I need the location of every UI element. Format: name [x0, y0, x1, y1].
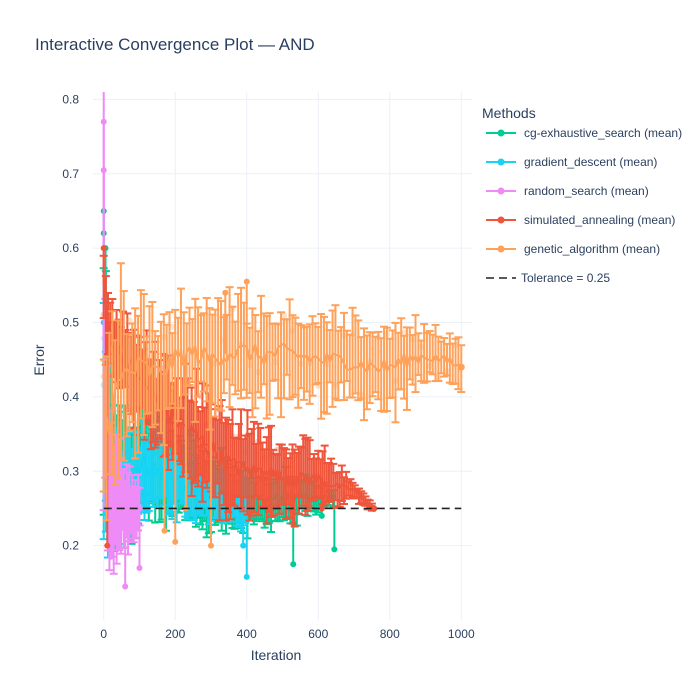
- x-tick-label: 400: [237, 627, 257, 641]
- legend-label: cg-exhaustive_search (mean): [524, 126, 682, 140]
- outlier-point: [290, 561, 297, 568]
- x-tick-label: 800: [380, 627, 400, 641]
- y-tick-label: 0.5: [62, 316, 79, 330]
- run-point: [400, 329, 408, 336]
- legend-item[interactable]: gradient_descent (mean): [486, 155, 657, 169]
- outlier-point: [318, 505, 325, 512]
- chart-title: Interactive Convergence Plot — AND: [35, 35, 315, 54]
- outlier-point: [100, 245, 107, 252]
- end-point: [370, 504, 378, 512]
- outlier-point: [100, 167, 107, 174]
- outlier-point: [331, 546, 338, 553]
- outlier-point: [107, 553, 114, 560]
- run-point: [186, 389, 193, 396]
- series-genetic-algorithm-mean-[interactable]: [99, 262, 466, 549]
- legend-swatch-marker: [497, 187, 505, 195]
- legend[interactable]: Methods cg-exhaustive_search (mean) gradi…: [482, 105, 682, 285]
- legend-label: simulated_annealing (mean): [524, 213, 675, 227]
- legend-item[interactable]: random_search (mean): [486, 184, 649, 198]
- outlier-point: [100, 118, 107, 125]
- error-bars: [99, 262, 466, 522]
- y-tick-label: 0.3: [62, 464, 79, 478]
- legend-label: Tolerance = 0.25: [521, 271, 610, 285]
- run-point: [280, 312, 288, 319]
- y-tick-label: 0.2: [62, 539, 79, 553]
- outlier-point: [222, 289, 229, 296]
- outlier-point: [122, 583, 129, 590]
- y-tick-label: 0.4: [62, 390, 79, 404]
- outlier-point: [243, 573, 250, 580]
- mean-line: [102, 311, 140, 515]
- legend-swatch-marker: [497, 216, 505, 224]
- outlier-point: [136, 564, 143, 571]
- outlier-point: [243, 278, 250, 285]
- legend-label: random_search (mean): [524, 184, 649, 198]
- outlier-point: [172, 538, 179, 545]
- legend-label: gradient_descent (mean): [524, 155, 657, 169]
- tick-layer: 0 200 400 600 800 1000 0.2 0.3 0.4 0.5 0.6 0.7 0.8: [62, 92, 475, 641]
- y-tick-label: 0.8: [62, 92, 79, 106]
- outlier-point: [207, 542, 214, 549]
- x-tick-label: 600: [308, 627, 328, 641]
- legend-swatch-marker: [497, 158, 505, 166]
- y-tick-label: 0.6: [62, 241, 79, 255]
- x-axis-title: Iteration: [251, 647, 302, 663]
- legend-item[interactable]: simulated_annealing (mean): [486, 213, 675, 227]
- plot-area[interactable]: [99, 72, 466, 590]
- legend-swatch-marker: [497, 245, 505, 253]
- x-tick-label: 1000: [448, 627, 475, 641]
- outlier-point: [240, 542, 247, 549]
- legend-item[interactable]: genetic_algorithm (mean): [486, 242, 660, 256]
- legend-swatch-marker: [497, 129, 505, 137]
- outlier-point: [104, 542, 111, 549]
- mean-line: [102, 340, 463, 436]
- legend-title: Methods: [482, 105, 536, 121]
- outlier-point: [161, 527, 168, 534]
- legend-item[interactable]: cg-exhaustive_search (mean): [486, 126, 682, 140]
- legend-item-tolerance[interactable]: Tolerance = 0.25: [486, 271, 610, 285]
- x-tick-label: 0: [100, 627, 107, 641]
- y-axis-title: Error: [31, 344, 47, 375]
- outlier-point: [318, 512, 325, 519]
- x-tick-label: 200: [165, 627, 185, 641]
- y-tick-label: 0.7: [62, 167, 79, 181]
- end-point: [457, 363, 465, 371]
- run-point: [126, 317, 133, 324]
- mean-line: [102, 277, 373, 508]
- run-point: [169, 323, 176, 331]
- legend-label: genetic_algorithm (mean): [524, 242, 660, 256]
